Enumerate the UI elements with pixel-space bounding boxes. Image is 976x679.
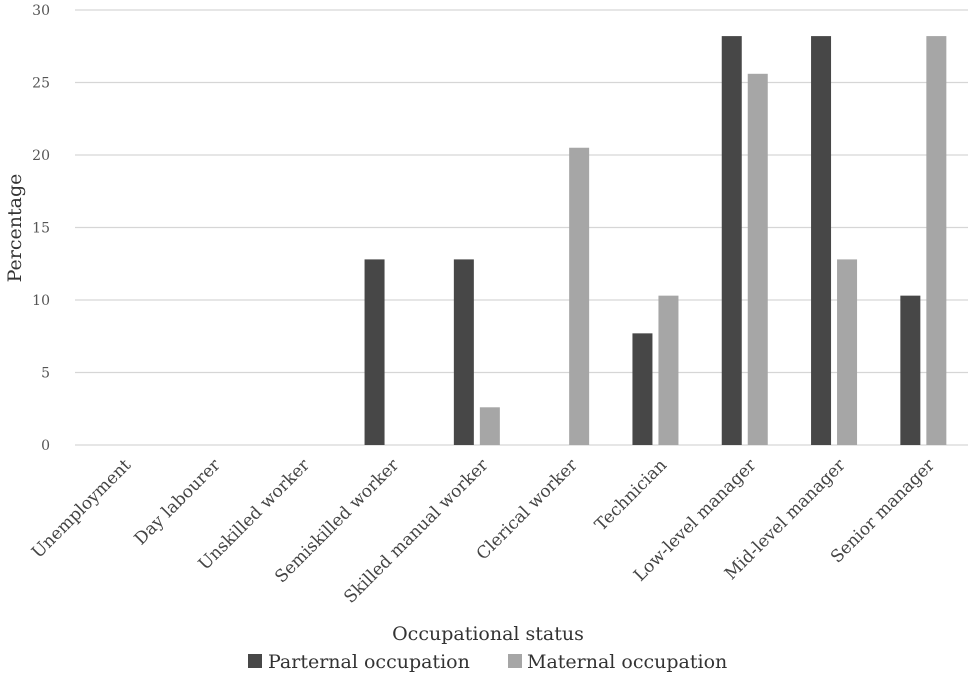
gridlines xyxy=(75,9,968,446)
bar-maternal xyxy=(837,259,858,445)
bar-paternal xyxy=(453,259,474,445)
y-tick-label: 10 xyxy=(32,293,50,309)
bar-paternal xyxy=(900,295,921,445)
legend: Parternal occupation Maternal occupation xyxy=(248,651,727,673)
legend-swatch-paternal xyxy=(248,654,262,668)
bar-maternal xyxy=(479,407,500,445)
x-tick-label: Skilled manual worker xyxy=(340,455,493,608)
y-tick-label: 25 xyxy=(32,76,50,92)
bar-paternal xyxy=(721,36,742,445)
legend-swatch-maternal xyxy=(508,654,522,668)
bar-maternal xyxy=(747,73,768,446)
bar-maternal xyxy=(658,295,679,445)
x-tick-label: Day labourer xyxy=(131,455,225,549)
x-tick-label: Technician xyxy=(591,455,671,535)
bar-paternal xyxy=(364,259,385,445)
bar-paternal xyxy=(811,36,832,445)
y-tick-label: 20 xyxy=(32,148,50,164)
legend-label-paternal: Parternal occupation xyxy=(268,651,470,673)
bar-maternal xyxy=(569,147,590,445)
y-axis-ticks: 0 5 10 15 20 25 30 xyxy=(32,3,50,454)
y-tick-label: 30 xyxy=(32,3,50,19)
y-tick-label: 0 xyxy=(41,438,50,454)
y-axis-title: Percentage xyxy=(4,174,26,283)
bar-paternal xyxy=(632,333,653,445)
legend-label-maternal: Maternal occupation xyxy=(527,651,727,673)
bar-maternal xyxy=(926,36,947,445)
x-tick-label: Unemployment xyxy=(28,455,135,562)
bars xyxy=(364,36,947,446)
x-axis-title: Occupational status xyxy=(392,623,584,645)
y-tick-label: 15 xyxy=(32,221,50,237)
y-tick-label: 5 xyxy=(41,366,50,382)
